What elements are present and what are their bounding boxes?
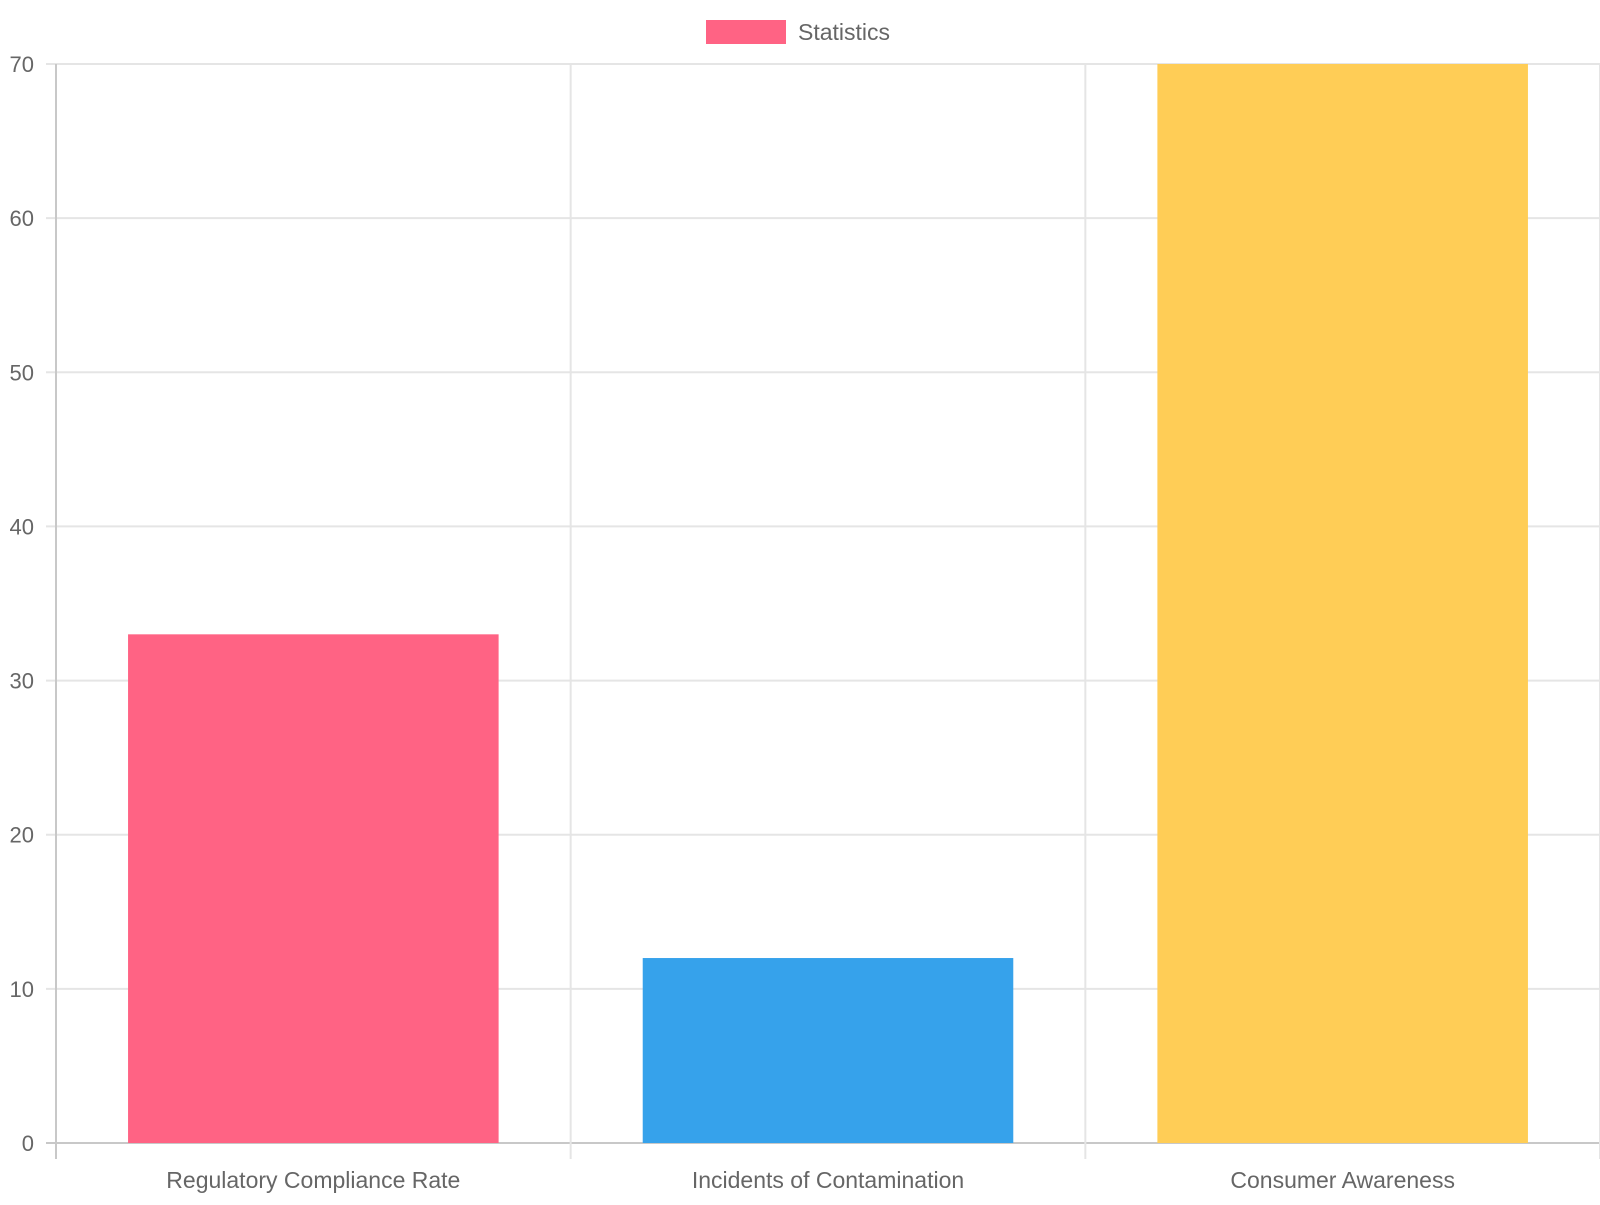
y-tick-label: 70 <box>10 52 34 77</box>
y-tick-label: 30 <box>10 669 34 694</box>
bar[interactable] <box>642 958 1014 1143</box>
x-tick-label: Incidents of Contamination <box>692 1167 964 1193</box>
y-tick-label: 50 <box>10 360 34 385</box>
legend-label-statistics[interactable]: Statistics <box>798 19 890 45</box>
y-tick-label: 60 <box>10 206 34 231</box>
x-axis-tick-labels: Regulatory Compliance Rate Incidents of C… <box>166 1167 1455 1193</box>
y-tick-label: 0 <box>22 1131 34 1156</box>
y-tick-label: 40 <box>10 514 34 539</box>
x-tick-label: Regulatory Compliance Rate <box>166 1167 460 1193</box>
bar[interactable] <box>128 634 499 1143</box>
legend-swatch-statistics[interactable] <box>706 20 786 44</box>
legend[interactable]: Statistics <box>706 19 890 45</box>
bars <box>128 64 1528 1143</box>
x-tick-label: Consumer Awareness <box>1230 1167 1455 1193</box>
bar[interactable] <box>1157 64 1528 1143</box>
y-tick-label: 20 <box>10 823 34 848</box>
y-axis-tick-labels: 0 10 20 30 40 50 60 70 <box>10 52 34 1156</box>
y-tick-label: 10 <box>10 977 34 1002</box>
